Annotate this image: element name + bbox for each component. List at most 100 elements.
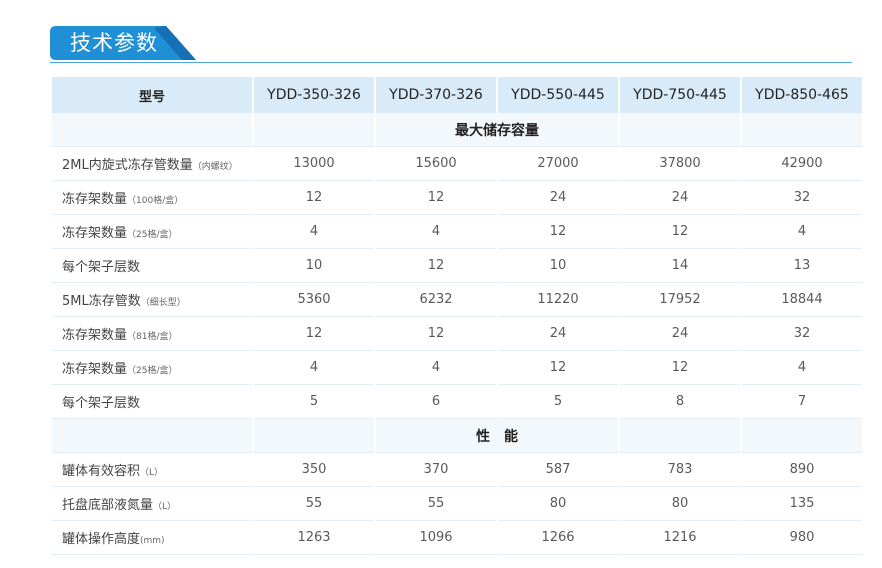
row-label-text: 每个架子层数	[62, 260, 141, 275]
section-spacer	[742, 419, 862, 453]
table-row: 每个架子层数 10 12 10 14 13	[52, 249, 862, 283]
section-spacer	[254, 419, 374, 453]
row-label-text: 冻存架数量	[62, 328, 128, 343]
table-cell: 12	[376, 181, 496, 215]
table-cell: 55	[254, 487, 374, 521]
header-row: 型号 YDD-350-326 YDD-370-326 YDD-550-445 Y…	[52, 77, 862, 113]
row-label: 每个架子层数	[52, 385, 252, 419]
row-label-note: （内螺纹）	[192, 162, 238, 172]
table-cell: 587	[498, 453, 618, 487]
table-row: 冻存架数量（81格/盒） 12 12 24 24 32	[52, 317, 862, 351]
section-row: 性 能	[52, 419, 862, 453]
model-header: YDD-550-445	[498, 77, 618, 113]
table-cell: 10	[498, 249, 618, 283]
table-cell: 12	[620, 215, 740, 249]
section-title-cell: 性 能	[376, 419, 618, 453]
row-label: 罐体有效容积（L）	[52, 453, 252, 487]
heading-tab-shape	[50, 26, 196, 60]
table-cell: 350	[254, 453, 374, 487]
section-heading: 技术参数	[50, 26, 196, 60]
table-cell: 37800	[620, 147, 740, 181]
table-cell: 5	[498, 385, 618, 419]
table-cell: 370	[376, 453, 496, 487]
table-cell: 1216	[620, 521, 740, 555]
model-header: YDD-350-326	[254, 77, 374, 113]
section-spacer	[52, 113, 252, 147]
table-row: 冻存架数量（25格/盒） 4 4 12 12 4	[52, 215, 862, 249]
table-cell: 783	[620, 453, 740, 487]
table-cell: 1263	[254, 521, 374, 555]
table-cell: 4	[376, 215, 496, 249]
section-spacer	[620, 113, 740, 147]
row-label-note: （L）	[153, 502, 177, 512]
table-cell: 12	[498, 351, 618, 385]
row-label-note: （81格/盒）	[127, 332, 178, 342]
row-label: 每个架子层数	[52, 249, 252, 283]
table-cell: 8	[620, 385, 740, 419]
table-cell: 12	[376, 249, 496, 283]
table-cell: 5360	[254, 283, 374, 317]
heading-divider	[50, 62, 852, 63]
section-title: 技术参数	[70, 31, 158, 55]
table-cell: 4	[742, 351, 862, 385]
row-label: 冻存架数量（100格/盒）	[52, 181, 252, 215]
table-row: 冻存架数量（25格/盒） 4 4 12 12 4	[52, 351, 862, 385]
row-label: 冻存架数量（25格/盒）	[52, 351, 252, 385]
model-header: YDD-370-326	[376, 77, 496, 113]
table-cell: 12	[620, 351, 740, 385]
section-title-cell: 最大储存容量	[376, 113, 618, 147]
row-label-note: （25格/盒）	[127, 230, 178, 240]
section-row: 最大储存容量	[52, 113, 862, 147]
table-cell: 80	[498, 487, 618, 521]
table-row: 2ML内旋式冻存管数量（内螺纹） 13000 15600 27000 37800 4290…	[52, 147, 862, 181]
row-label-text: 罐体有效容积	[62, 464, 141, 479]
table-cell: 890	[742, 453, 862, 487]
row-label-text: 冻存架数量	[62, 192, 128, 207]
table-row: 每个架子层数 5 6 5 8 7	[52, 385, 862, 419]
table-cell: 80	[620, 487, 740, 521]
table-cell: 12	[254, 317, 374, 351]
table-cell: 135	[742, 487, 862, 521]
table-cell: 14	[620, 249, 740, 283]
row-label: 5ML冻存管数（细长型）	[52, 283, 252, 317]
table-cell: 32	[742, 181, 862, 215]
table-cell: 15600	[376, 147, 496, 181]
row-label: 2ML内旋式冻存管数量（内螺纹）	[52, 147, 252, 181]
row-label-text: 冻存架数量	[62, 226, 128, 241]
table-cell: 24	[498, 181, 618, 215]
section-spacer	[620, 419, 740, 453]
row-label: 冻存架数量（25格/盒）	[52, 215, 252, 249]
table-cell: 11220	[498, 283, 618, 317]
row-label: 托盘底部液氮量（L）	[52, 487, 252, 521]
model-header: YDD-850-465	[742, 77, 862, 113]
table-cell: 6	[376, 385, 496, 419]
table-cell: 1266	[498, 521, 618, 555]
model-header: YDD-750-445	[620, 77, 740, 113]
section-spacer	[742, 113, 862, 147]
table-cell: 27000	[498, 147, 618, 181]
table-cell: 24	[620, 181, 740, 215]
table-row: 托盘底部液氮量（L） 55 55 80 80 135	[52, 487, 862, 521]
table-cell: 4	[254, 351, 374, 385]
table-row: 罐体操作高度(mm) 1263 1096 1266 1216 980	[52, 521, 862, 555]
table-cell: 1096	[376, 521, 496, 555]
table-row: 冻存架数量（100格/盒） 12 12 24 24 32	[52, 181, 862, 215]
table-cell: 12	[254, 181, 374, 215]
spec-table-body: 最大储存容量 2ML内旋式冻存管数量（内螺纹） 13000 15600 27000 378…	[52, 113, 862, 555]
table-cell: 7	[742, 385, 862, 419]
row-label-note: （25格/盒）	[127, 366, 178, 376]
row-label-note: (mm)	[140, 536, 165, 546]
table-cell: 42900	[742, 147, 862, 181]
table-cell: 4	[254, 215, 374, 249]
table-cell: 24	[620, 317, 740, 351]
row-label: 冻存架数量（81格/盒）	[52, 317, 252, 351]
table-cell: 18844	[742, 283, 862, 317]
table-cell: 13	[742, 249, 862, 283]
model-column-header: 型号	[52, 77, 252, 113]
row-label-text: 5ML冻存管数	[62, 294, 141, 309]
table-cell: 17952	[620, 283, 740, 317]
table-cell: 12	[376, 317, 496, 351]
row-label-text: 冻存架数量	[62, 362, 128, 377]
table-row: 罐体有效容积（L） 350 370 587 783 890	[52, 453, 862, 487]
table-cell: 32	[742, 317, 862, 351]
